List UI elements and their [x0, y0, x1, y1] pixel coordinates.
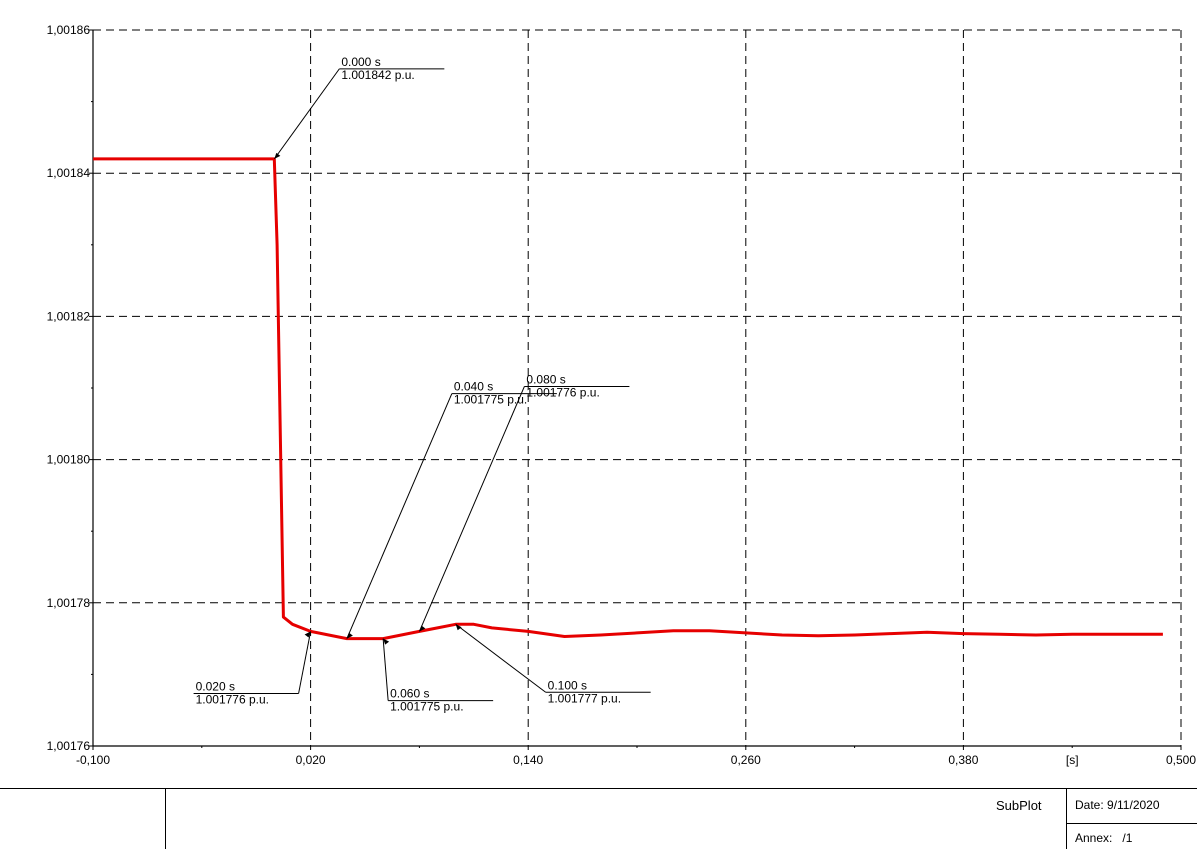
annotation-value: 1.001776 p.u. — [526, 385, 599, 399]
annotation: 0.100 s1.001777 p.u. — [455, 623, 651, 705]
annotation-time: 0.020 s — [196, 679, 235, 693]
series-layer — [93, 157, 1163, 641]
annotation-leader — [418, 386, 525, 632]
annex-label: Annex: /1 — [1075, 831, 1133, 845]
annotation-value: 1.001775 p.u. — [454, 393, 527, 407]
voltage-chart: 1,00176 1,00178 1,00180 1,00182 1,00184 1,001… — [47, 23, 1197, 767]
annotation-value: 1.001776 p.u. — [196, 692, 269, 706]
annotation: 0.080 s1.001776 p.u. — [418, 372, 630, 632]
x-tick-label: 0,140 — [513, 753, 543, 767]
annotation-time: 0.080 s — [526, 372, 565, 386]
annotation-arrowhead — [304, 631, 311, 638]
y-tick-label: 1,00176 — [47, 739, 91, 753]
plot-frame — [92, 29, 1182, 747]
y-tick-label: 1,00182 — [47, 309, 91, 323]
annotation: 0.060 s1.001775 p.u. — [382, 638, 494, 714]
x-axis-label: [s] — [1066, 753, 1079, 767]
annotation-value: 1.001775 p.u. — [390, 700, 463, 714]
x-tick-label: 0,020 — [296, 753, 326, 767]
annotation-leader — [455, 623, 546, 693]
annotation: 0.020 s1.001776 p.u. — [193, 631, 312, 706]
series-line — [93, 157, 1163, 641]
annotations-layer: 0.000 s1.001842 p.u.0.020 s1.001776 p.u.… — [193, 55, 651, 714]
x-tick-label: 0,260 — [731, 753, 761, 767]
annotation-time: 0.040 s — [454, 380, 493, 394]
subplot-label: SubPlot — [996, 798, 1042, 813]
annotation-arrowhead — [346, 632, 353, 639]
y-tick-label: 1,00184 — [47, 166, 91, 180]
annotation-value: 1.001777 p.u. — [548, 691, 621, 705]
y-axis-ticks: 1,00176 1,00178 1,00180 1,00182 1,00184 1,001… — [47, 23, 93, 753]
date-label: Date: 9/11/2020 — [1075, 798, 1160, 812]
x-tick-label: -0,100 — [76, 753, 110, 767]
annotation-arrowhead — [274, 152, 281, 159]
annotation-arrowhead — [383, 638, 390, 645]
annotation-time: 0.100 s — [548, 678, 587, 692]
annotation-arrowhead — [455, 624, 462, 631]
annotation-leader — [273, 68, 340, 160]
y-tick-label: 1,00180 — [47, 453, 91, 467]
annotation-leader — [382, 638, 389, 701]
annotation-time: 0.060 s — [390, 687, 429, 701]
annotation-time: 0.000 s — [341, 55, 380, 69]
annotation-leader — [346, 393, 453, 639]
annotation-value: 1.001842 p.u. — [341, 68, 414, 82]
footer-panel: SubPlot Date: 9/11/2020 Annex: /1 — [0, 772, 1197, 849]
annotation: 0.000 s1.001842 p.u. — [273, 55, 445, 160]
x-tick-label: 0,500 — [1166, 753, 1196, 767]
y-tick-label: 1,00186 — [47, 23, 91, 37]
annotation-arrowhead — [419, 625, 426, 632]
x-tick-label: 0,380 — [948, 753, 978, 767]
annotation-leader — [298, 631, 312, 694]
annotation: 0.040 s1.001775 p.u. — [346, 380, 557, 639]
grid-lines — [93, 30, 1181, 746]
y-tick-label: 1,00178 — [47, 596, 91, 610]
x-axis-ticks: -0,100 0,020 0,140 0,260 0,380 0,500 [s] — [76, 746, 1196, 767]
